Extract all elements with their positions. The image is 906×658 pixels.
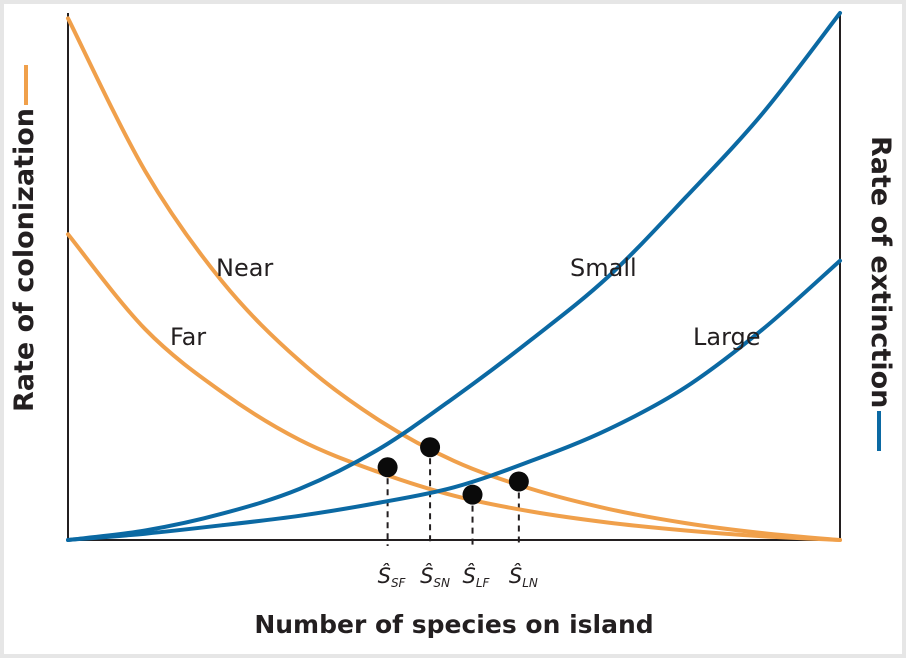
- curve-label-far: Far: [170, 323, 206, 351]
- curve-label-small: Small: [570, 254, 637, 282]
- curve-small: [66, 11, 842, 542]
- curve-near: [66, 16, 842, 542]
- equilibrium-label-sn: ŜSN: [420, 563, 450, 590]
- equilibrium-point-lf: [462, 484, 483, 505]
- curve-large: [66, 258, 842, 542]
- equilibrium-label-lf: ŜLF: [463, 563, 491, 590]
- equilibrium-point-sn: [420, 437, 441, 458]
- equilibrium-label-ln: ŜLN: [509, 563, 538, 590]
- equilibrium-point-sf: [377, 457, 398, 478]
- equilibrium-label-sf: ŜSF: [378, 563, 407, 590]
- curve-far: [66, 232, 842, 542]
- curve-label-near: Near: [216, 254, 273, 282]
- curve-label-large: Large: [693, 323, 761, 351]
- x-axis-label: Number of species on island: [254, 610, 654, 639]
- equilibrium-point-ln: [508, 471, 529, 492]
